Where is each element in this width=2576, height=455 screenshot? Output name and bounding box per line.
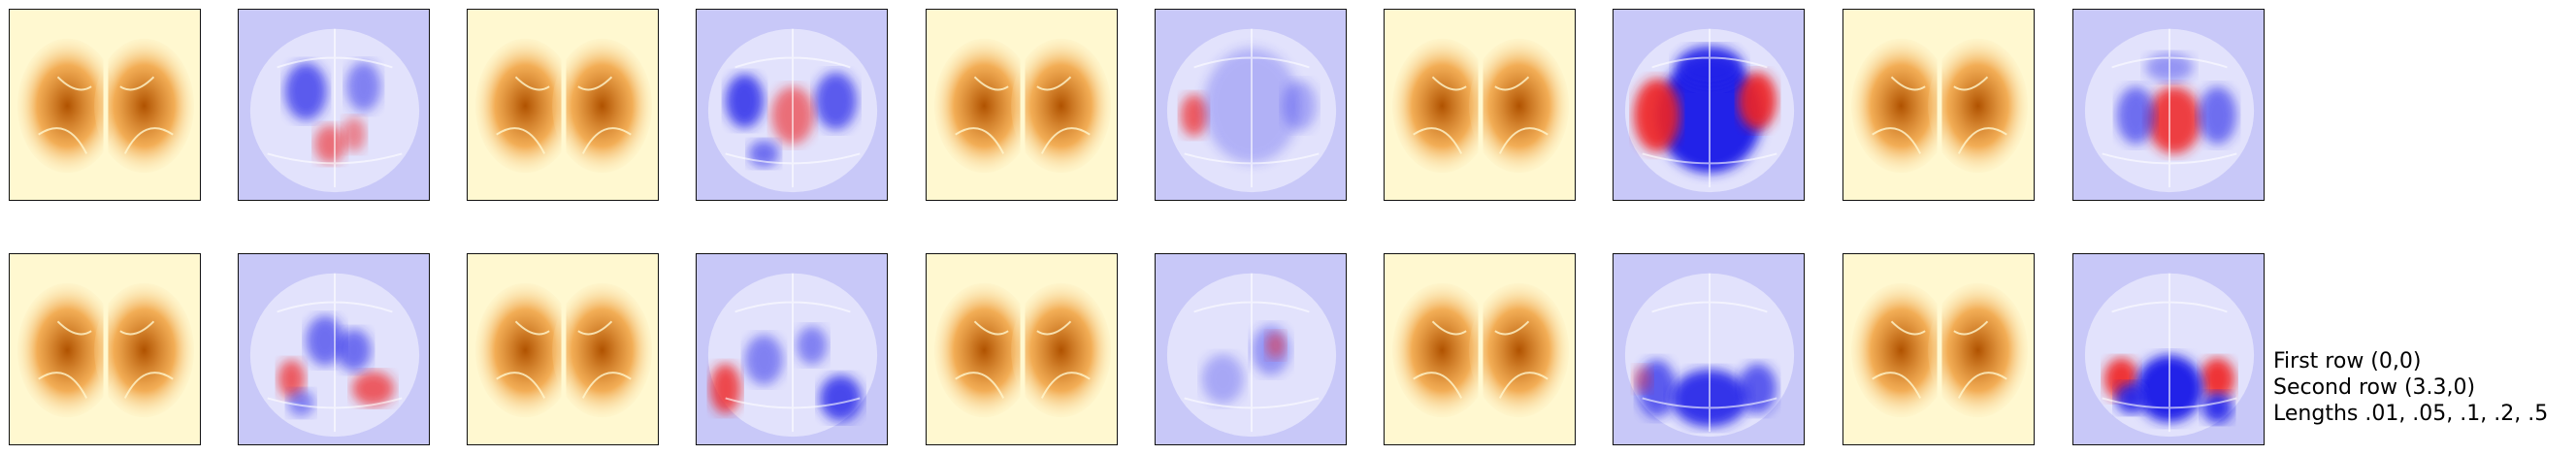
caption-line-1: First row (0,0)	[2273, 349, 2422, 374]
panel-r1-c8-diverge	[1613, 9, 1805, 201]
panel-r2-c8-diverge	[1613, 253, 1805, 445]
panel-r1-c2-diverge	[238, 9, 430, 201]
panel-r1-c5-heat	[926, 9, 1118, 201]
caption-line-2: Second row (3.3,0)	[2273, 375, 2476, 400]
panel-r1-c7-heat	[1384, 9, 1576, 201]
panel-r2-c4-diverge	[696, 253, 888, 445]
panel-r2-c3-heat	[467, 253, 659, 445]
caption: First row (0,0) Second row (3.3,0) Lengt…	[2273, 348, 2548, 427]
panel-r2-c6-diverge	[1155, 253, 1347, 445]
panel-r1-c4-diverge	[696, 9, 888, 201]
panel-r1-c6-diverge	[1155, 9, 1347, 201]
panel-r1-c1-heat	[9, 9, 201, 201]
panel-r2-c5-heat	[926, 253, 1118, 445]
panel-r1-c3-heat	[467, 9, 659, 201]
panel-r2-c10-diverge	[2072, 253, 2265, 445]
panel-r2-c9-heat	[1842, 253, 2035, 445]
panel-r1-c10-diverge	[2072, 9, 2265, 201]
caption-line-3: Lengths .01, .05, .1, .2, .5	[2273, 402, 2549, 426]
panel-r2-c7-heat	[1384, 253, 1576, 445]
panel-r2-c2-diverge	[238, 253, 430, 445]
panel-r2-c1-heat	[9, 253, 201, 445]
panel-r1-c9-heat	[1842, 9, 2035, 201]
